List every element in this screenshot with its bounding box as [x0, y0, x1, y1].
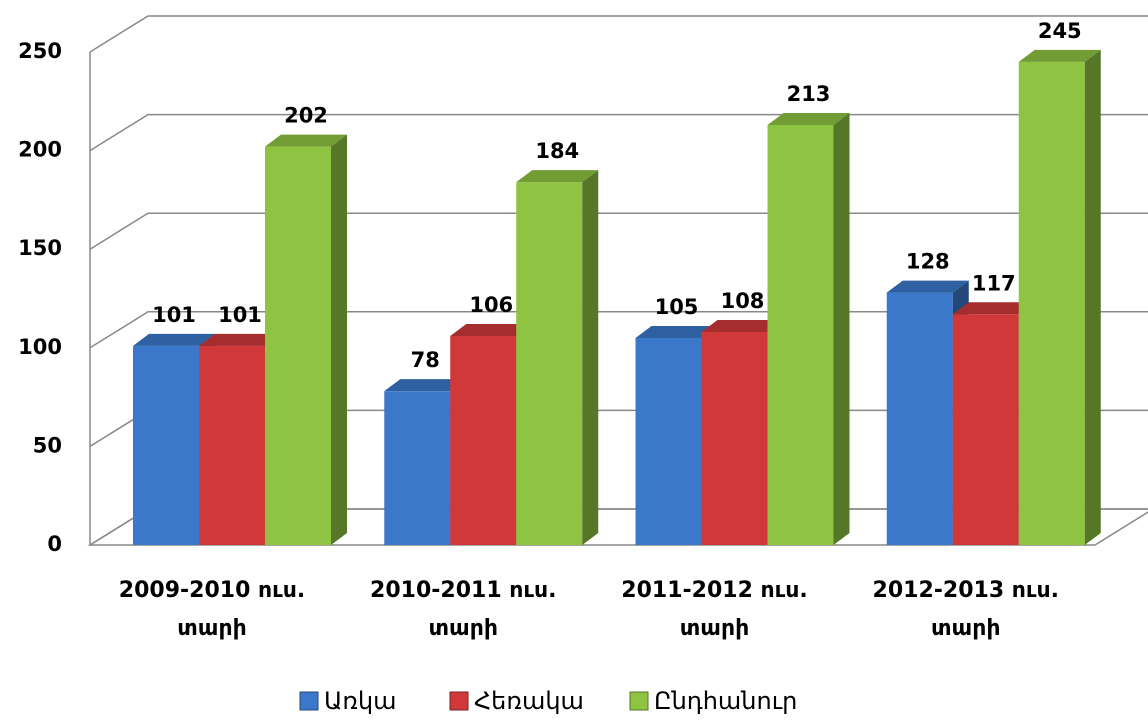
- bar-front: [450, 335, 517, 545]
- bar-front: [384, 391, 451, 545]
- bar-side: [833, 112, 850, 546]
- bar-top: [1018, 49, 1101, 62]
- data-label: 108: [721, 289, 765, 313]
- data-label: 105: [655, 295, 699, 319]
- bar-front: [886, 292, 953, 545]
- data-label: 101: [152, 303, 196, 327]
- grid-line: [89, 15, 1148, 53]
- bar-front: [952, 314, 1019, 545]
- bar-front: [635, 337, 702, 545]
- data-label: 202: [284, 104, 328, 128]
- bar-front: [516, 182, 583, 546]
- bar-top: [516, 170, 599, 183]
- grid-line: [89, 113, 1148, 152]
- data-label: 106: [469, 293, 513, 317]
- y-tick-label: 200: [18, 138, 62, 162]
- bar-front: [701, 332, 768, 545]
- bar-front: [265, 146, 331, 545]
- bar-top: [767, 112, 850, 125]
- bar-top: [635, 325, 718, 338]
- data-label: 128: [906, 250, 950, 274]
- bar-top: [450, 323, 533, 336]
- bar: [635, 325, 718, 545]
- bar-side: [1084, 49, 1101, 546]
- legend-swatch: [629, 691, 649, 711]
- y-tick-label: 0: [47, 532, 62, 556]
- bar-top: [701, 320, 784, 333]
- bar-side: [331, 134, 347, 545]
- bar-front: [199, 345, 265, 545]
- y-tick-label: 150: [18, 236, 62, 260]
- legend-label: Ընդհանուր: [654, 687, 797, 715]
- x-tick-label: 2012-2013 ուս. տարի: [872, 578, 1059, 641]
- data-label: 184: [535, 139, 579, 163]
- bar-top: [952, 302, 1035, 315]
- bar-top: [384, 379, 467, 392]
- x-tick-label: 2011-2012 ուս. տարի: [621, 578, 808, 641]
- data-label: 117: [972, 271, 1016, 295]
- data-label: 101: [218, 303, 262, 327]
- y-tick-label: 250: [18, 39, 62, 63]
- bar-front: [133, 345, 199, 545]
- bar-top: [199, 333, 281, 346]
- bar: [516, 170, 599, 546]
- data-label: 245: [1038, 19, 1082, 43]
- bar-top: [265, 134, 347, 147]
- legend-label: Հեռակա: [474, 687, 584, 715]
- legend-swatch: [299, 691, 319, 711]
- legend-swatch: [449, 691, 469, 711]
- bar-front: [767, 124, 834, 546]
- x-tick-label: 2010-2011 ուս. տարի: [370, 578, 557, 641]
- x-tick-label: 2009-2010 ուս. տարի: [118, 578, 306, 641]
- data-label: 213: [787, 82, 831, 106]
- legend-label: Առկա: [324, 687, 397, 715]
- grid-line: [89, 212, 1148, 250]
- y-tick-label: 100: [18, 335, 62, 359]
- bar-side: [582, 170, 599, 546]
- bar-front: [1018, 61, 1085, 546]
- bar: [767, 112, 850, 546]
- bar: [1018, 49, 1101, 546]
- bar-top: [886, 280, 969, 293]
- bar-top: [133, 333, 215, 346]
- bar: [265, 134, 347, 545]
- data-label: 78: [411, 348, 440, 372]
- y-tick-label: 50: [33, 433, 62, 457]
